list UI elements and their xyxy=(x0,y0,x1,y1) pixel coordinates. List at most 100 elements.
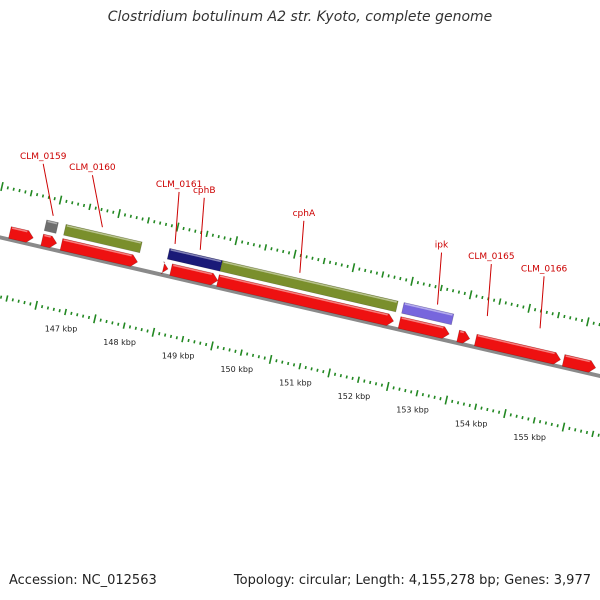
upper-tick xyxy=(223,236,226,240)
upper-tick xyxy=(58,195,63,205)
lower-tick xyxy=(591,430,595,438)
lower-tick xyxy=(40,304,44,309)
upper-tick xyxy=(258,244,261,248)
upper-tick xyxy=(527,303,532,313)
lower-tick xyxy=(205,342,208,347)
lower-tick xyxy=(287,361,290,366)
upper-feature-1[interactable] xyxy=(63,224,143,254)
lower-tick xyxy=(46,306,50,310)
lower-feature-7[interactable] xyxy=(59,238,138,267)
upper-feature-3[interactable] xyxy=(219,260,399,313)
lower-tick xyxy=(181,335,185,343)
upper-feature-0[interactable] xyxy=(43,219,59,234)
lower-feature-14[interactable] xyxy=(561,354,597,373)
gene-label-clm_0166[interactable]: CLM_0166 xyxy=(521,264,568,274)
upper-tick xyxy=(229,237,232,241)
lower-tick xyxy=(140,328,143,332)
lower-feature-9[interactable] xyxy=(169,263,219,286)
lower-feature-6[interactable] xyxy=(40,233,58,249)
lower-tick xyxy=(81,314,85,318)
upper-tick xyxy=(504,301,507,305)
lower-feature-14-highlight xyxy=(565,355,590,363)
upper-tick xyxy=(6,186,9,190)
lower-tick xyxy=(105,319,108,324)
upper-tick xyxy=(82,203,86,208)
upper-tick xyxy=(328,260,332,264)
upper-tick xyxy=(405,278,408,282)
upper-tick xyxy=(305,255,308,259)
gene-label-clm_0159[interactable]: CLM_0159 xyxy=(20,152,67,162)
gene-label-cpha[interactable]: cphA xyxy=(293,209,316,219)
feature-track[interactable] xyxy=(8,219,597,373)
lower-tick xyxy=(128,325,132,329)
genome-backbone xyxy=(0,235,600,379)
gene-label-clm_0161[interactable]: CLM_0161 xyxy=(156,180,202,190)
upper-tick xyxy=(117,209,121,219)
upper-tick xyxy=(369,270,373,274)
upper-tick xyxy=(65,199,68,204)
upper-tick xyxy=(234,236,239,246)
upper-tick xyxy=(194,229,197,233)
lower-tick xyxy=(404,388,407,393)
gene-label-cphb[interactable]: cphB xyxy=(193,186,216,196)
lower-tick xyxy=(451,399,454,404)
lower-tick xyxy=(34,300,39,310)
upper-tick xyxy=(12,187,15,191)
lower-feature-12[interactable] xyxy=(456,329,471,344)
lower-tick xyxy=(503,408,507,419)
lower-tick xyxy=(11,298,14,302)
upper-feature-0-highlight xyxy=(47,220,58,225)
lower-tick-track xyxy=(0,295,600,438)
lower-feature-13[interactable] xyxy=(473,333,561,365)
upper-tick xyxy=(428,283,431,287)
gene-label-clm_0165[interactable]: CLM_0165 xyxy=(468,252,514,262)
lower-tick xyxy=(164,333,167,337)
gene-label-ipk[interactable]: ipk xyxy=(435,241,449,251)
lower-feature-11[interactable] xyxy=(397,316,450,339)
lower-tick xyxy=(0,295,3,299)
lower-feature-5[interactable] xyxy=(8,226,34,243)
lower-tick xyxy=(427,394,430,398)
lower-tick xyxy=(462,402,466,406)
lower-tick xyxy=(76,313,79,317)
kbp-label-148: 148 kbp xyxy=(103,338,136,347)
lower-tick xyxy=(210,341,214,351)
upper-tick xyxy=(188,228,191,232)
lower-tick xyxy=(263,356,266,360)
lower-feature-9-highlight xyxy=(173,264,213,276)
gene-label-clm_0160[interactable]: CLM_0160 xyxy=(69,163,116,173)
upper-tick xyxy=(29,190,33,197)
upper-tick xyxy=(317,257,320,262)
upper-tick xyxy=(217,234,220,239)
kbp-label-150: 150 kbp xyxy=(220,365,253,374)
lower-tick xyxy=(246,352,249,356)
lower-tick xyxy=(550,422,553,427)
label-leader-7 xyxy=(539,276,545,329)
lower-tick xyxy=(421,392,425,397)
upper-tick xyxy=(510,302,513,306)
lower-feature-8[interactable] xyxy=(160,261,169,275)
lower-feature-10[interactable] xyxy=(216,274,395,326)
lower-tick xyxy=(304,365,307,370)
upper-tick xyxy=(264,244,268,251)
lower-tick xyxy=(322,369,325,374)
lower-tick xyxy=(486,407,489,412)
upper-tick xyxy=(0,181,4,192)
lower-tick xyxy=(281,360,284,364)
upper-tick xyxy=(287,251,291,255)
upper-tick xyxy=(71,201,74,205)
lower-tick xyxy=(275,359,278,363)
upper-feature-4[interactable] xyxy=(401,302,455,326)
label-leader-6 xyxy=(486,264,492,317)
lower-tick xyxy=(568,426,571,431)
lower-tick xyxy=(158,332,161,336)
lower-tick xyxy=(410,390,413,394)
upper-tick xyxy=(241,240,244,244)
upper-tick xyxy=(533,308,537,312)
lower-tick xyxy=(251,353,255,358)
lower-tick xyxy=(492,409,495,413)
lower-tick xyxy=(239,349,243,356)
lower-feature-6-highlight xyxy=(44,234,51,238)
lower-tick xyxy=(415,390,419,397)
